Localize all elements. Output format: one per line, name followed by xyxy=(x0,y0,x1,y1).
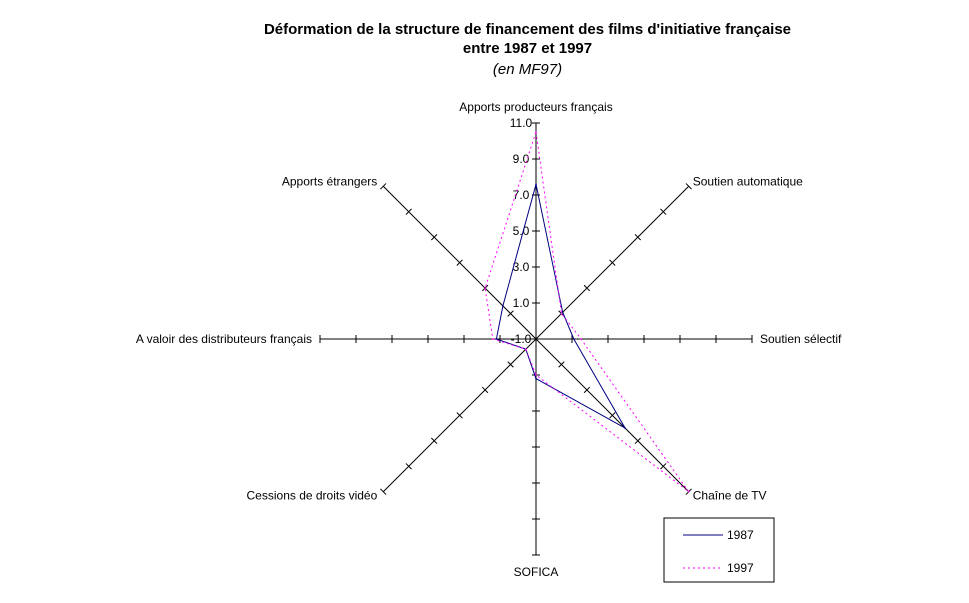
axis-tick xyxy=(380,488,387,495)
axis-label-chaine-de-tv: Chaîne de TV xyxy=(693,489,767,503)
point-1987-a-valoir-des-distributeurs-francais xyxy=(495,338,498,340)
point-1997-cessions-de-droits-video xyxy=(525,348,527,350)
radar-axes xyxy=(319,122,753,556)
axis-tick xyxy=(456,259,463,266)
legend-box xyxy=(663,517,775,583)
axis-tick xyxy=(380,183,387,190)
axis-tick xyxy=(456,412,463,419)
tick-label: 3.0 xyxy=(513,260,530,274)
axis-tick xyxy=(558,361,565,368)
axis-tick xyxy=(481,386,489,394)
axis-label-sofica: SOFICA xyxy=(514,565,559,579)
tick-label: 1.0 xyxy=(513,296,530,310)
axis-tick xyxy=(430,437,438,445)
radial-tick-labels: -1.0 1.0 3.0 5.0 7.0 9.0 11.0 xyxy=(510,116,533,346)
chart-title-line1: Déformation de la structure de financeme… xyxy=(263,21,792,38)
point-1997-a-valoir-des-distributeurs-francais xyxy=(492,338,494,340)
point-1997-apports-producteurs-francais xyxy=(535,131,537,133)
radar-series xyxy=(484,131,690,493)
tick-label: 9.0 xyxy=(513,152,530,166)
axis-tick xyxy=(430,233,438,241)
axis-label-a-valoir-des-distributeurs-francais: A valoir des distributeurs français xyxy=(136,332,312,346)
legend: 1987 1997 xyxy=(663,517,775,583)
series-1997 xyxy=(484,131,690,493)
axis-tick xyxy=(609,412,616,419)
tick-label: 11.0 xyxy=(510,116,533,130)
axis-label-cessions-de-droits-video: Cessions de droits vidéo xyxy=(247,489,378,503)
tick-label: -1.0 xyxy=(511,332,532,346)
point-1987-apports-etrangers xyxy=(502,305,504,307)
axis-tick xyxy=(507,310,514,317)
point-1997-soutien-selectif xyxy=(580,338,582,340)
chart-subtitle: (en MF97) xyxy=(492,61,563,78)
legend-label-1997: 1997 xyxy=(727,561,754,575)
axis-tick xyxy=(405,463,412,470)
tick-label: 7.0 xyxy=(513,188,530,202)
point-1987-sofica xyxy=(535,377,537,380)
axis-label-apports-producteurs-francais: Apports producteurs français xyxy=(459,100,612,114)
point-1997-soutien-automatique xyxy=(560,312,563,315)
point-1987-chaine-de-tv xyxy=(624,427,626,429)
axis-tick xyxy=(660,208,667,215)
axis-tick xyxy=(634,437,642,445)
axis-label-soutien-selectif: Soutien sélectif xyxy=(760,332,842,346)
point-1987-apports-producteurs-francais xyxy=(535,183,537,185)
point-1987-soutien-automatique xyxy=(561,311,564,314)
axis-tick xyxy=(685,183,692,190)
axis-tick xyxy=(583,386,591,394)
axis-label-soutien-automatique: Soutien automatique xyxy=(693,174,803,188)
axis-tick xyxy=(405,208,412,215)
tick-label: 5.0 xyxy=(513,224,530,238)
axis-tick xyxy=(609,259,616,266)
axis-tick xyxy=(583,284,591,292)
point-1997-chaine-de-tv xyxy=(687,490,690,493)
chart-title-line2: entre 1987 et 1997 xyxy=(462,40,593,57)
point-1987-soutien-selectif xyxy=(573,338,575,340)
legend-label-1987: 1987 xyxy=(727,528,754,542)
axis-label-apports-etrangers: Apports étrangers xyxy=(282,174,377,188)
point-1997-apports-etrangers xyxy=(484,287,486,289)
axis-tick xyxy=(660,463,667,470)
point-1997-sofica xyxy=(535,374,537,376)
axis-category-labels: Apports producteurs français Soutien auto… xyxy=(136,100,842,579)
axis-tick xyxy=(507,361,514,368)
axis-tick xyxy=(634,233,642,241)
